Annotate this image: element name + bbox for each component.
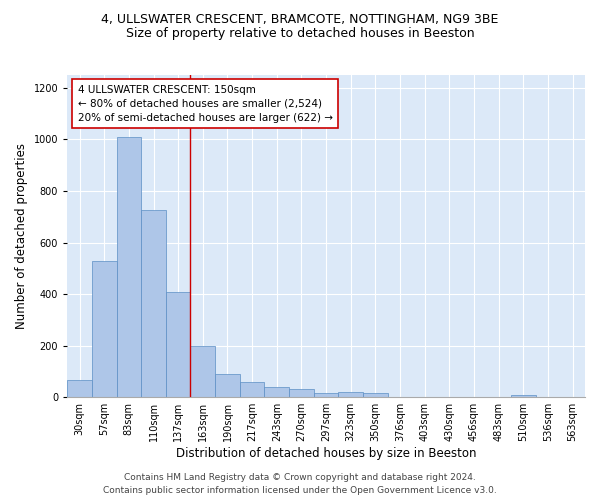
Bar — [265, 387, 289, 397]
Bar — [511, 394, 536, 397]
Bar — [215, 374, 240, 397]
Bar — [289, 388, 314, 397]
Text: 4 ULLSWATER CRESCENT: 150sqm
← 80% of detached houses are smaller (2,524)
20% of: 4 ULLSWATER CRESCENT: 150sqm ← 80% of de… — [77, 84, 332, 122]
Bar — [92, 260, 116, 397]
Bar — [116, 137, 141, 397]
Text: Contains HM Land Registry data © Crown copyright and database right 2024.
Contai: Contains HM Land Registry data © Crown c… — [103, 474, 497, 495]
X-axis label: Distribution of detached houses by size in Beeston: Distribution of detached houses by size … — [176, 447, 476, 460]
Text: 4, ULLSWATER CRESCENT, BRAMCOTE, NOTTINGHAM, NG9 3BE: 4, ULLSWATER CRESCENT, BRAMCOTE, NOTTING… — [101, 12, 499, 26]
Bar — [338, 392, 363, 397]
Y-axis label: Number of detached properties: Number of detached properties — [15, 143, 28, 329]
Bar — [314, 393, 338, 397]
Bar — [67, 380, 92, 397]
Text: Size of property relative to detached houses in Beeston: Size of property relative to detached ho… — [125, 28, 475, 40]
Bar — [190, 346, 215, 397]
Bar — [166, 292, 190, 397]
Bar — [141, 210, 166, 397]
Bar — [240, 382, 265, 397]
Bar — [363, 392, 388, 397]
